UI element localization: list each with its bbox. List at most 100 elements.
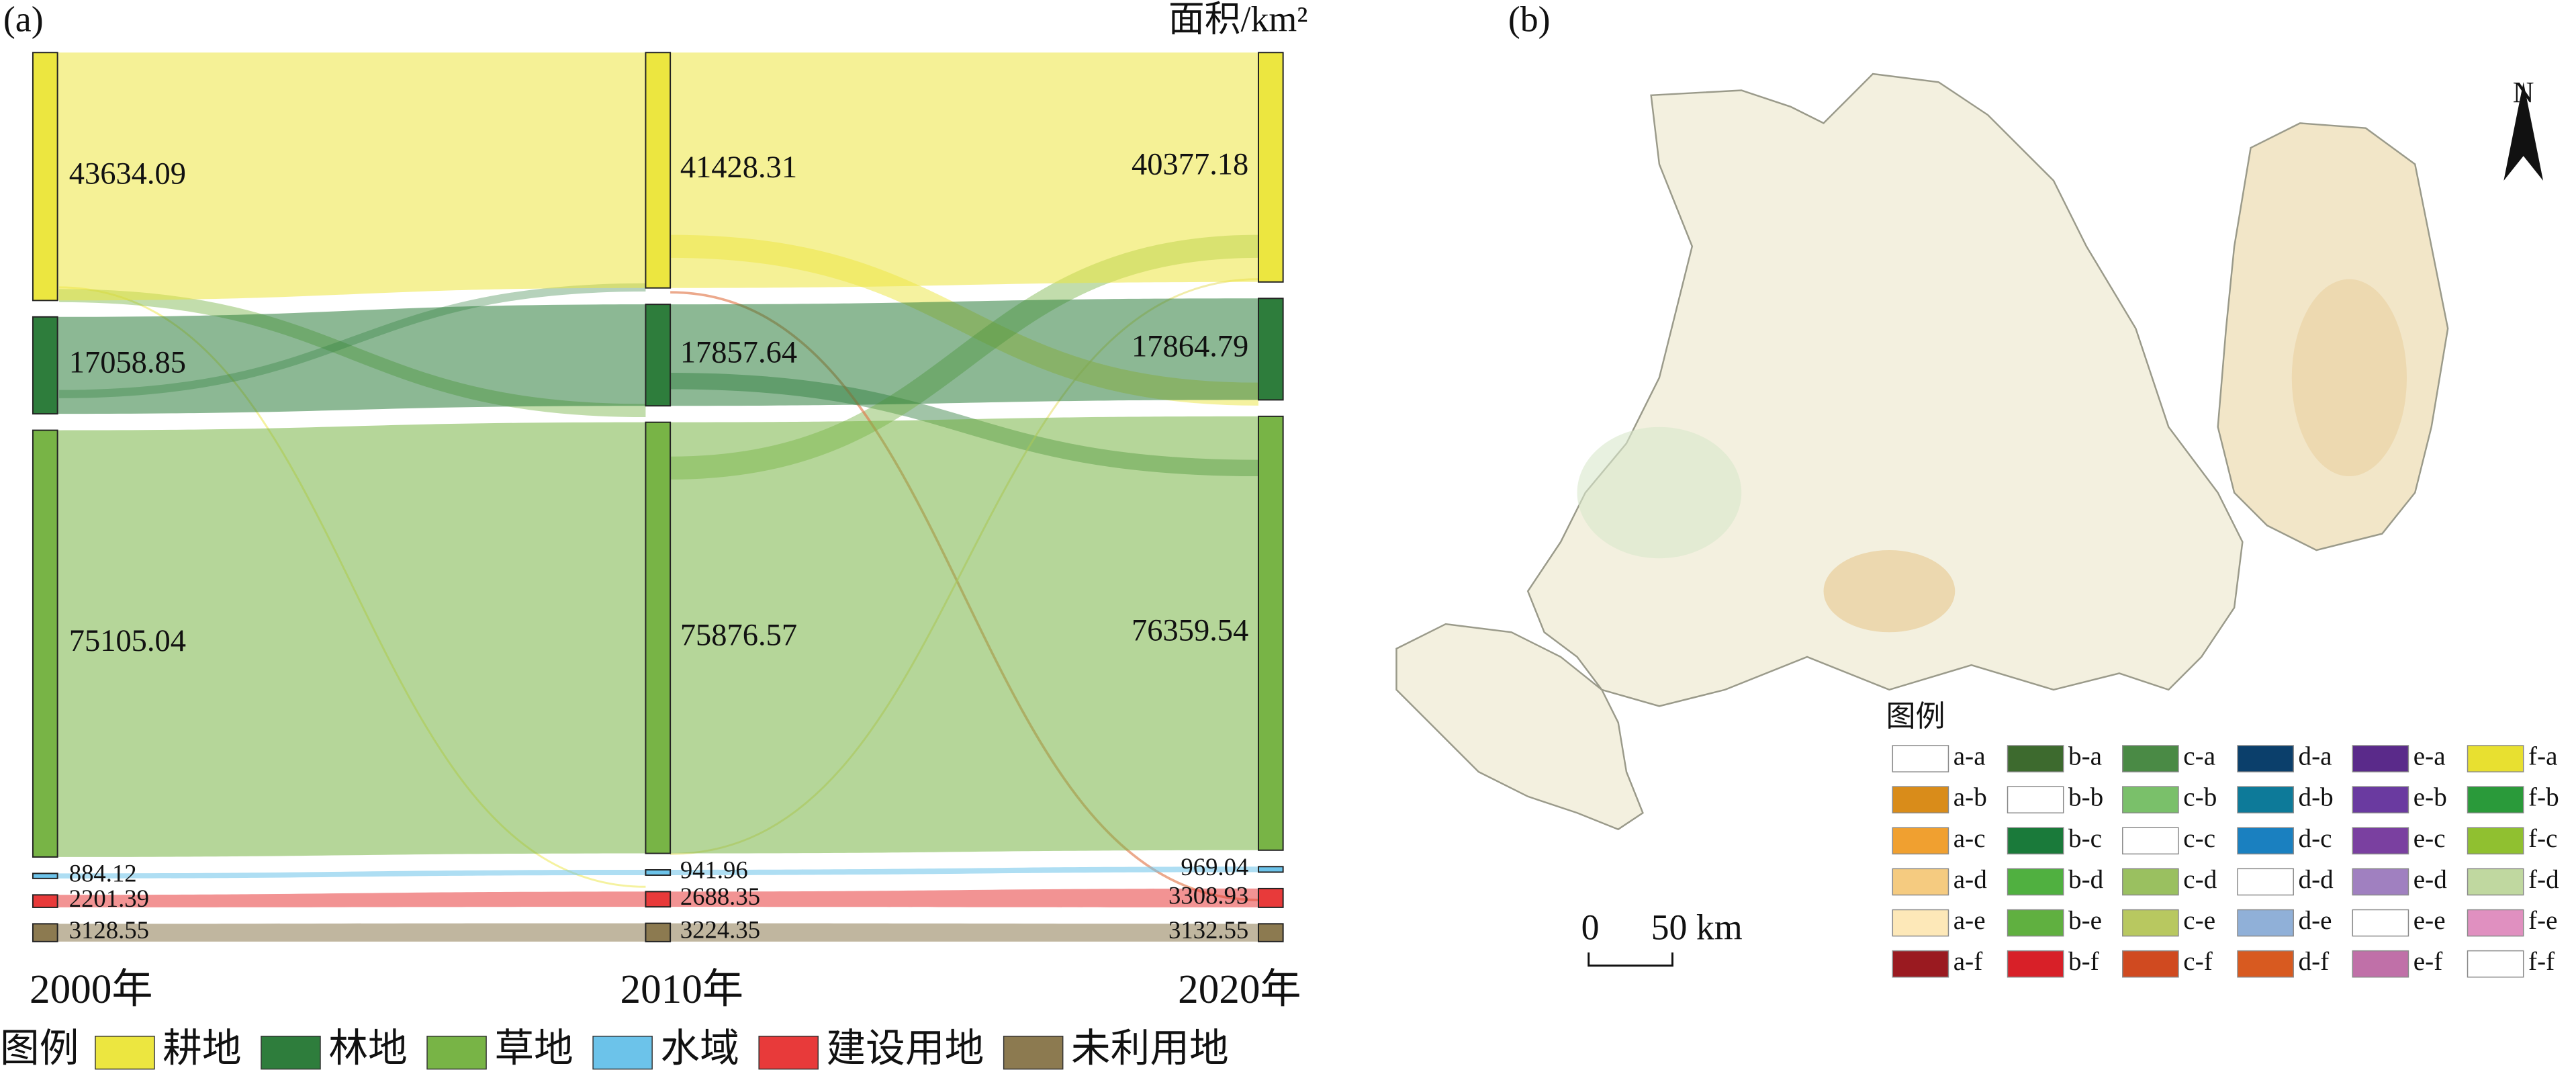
legend-swatch (2237, 786, 2294, 813)
legend-label: 建设用地 (826, 1027, 984, 1071)
column-label: 2020年 (1178, 967, 1301, 1012)
value-label: 17864.79 (1132, 329, 1248, 363)
map-region (1395, 623, 1644, 831)
legend-label: e-a (2413, 742, 2446, 771)
legend-swatch (2122, 786, 2179, 813)
legend-label: f-a (2528, 742, 2557, 771)
map-texture (2291, 279, 2407, 477)
legend-swatch (2007, 745, 2064, 772)
legend-swatch (1892, 745, 1949, 772)
legend-swatch (426, 1036, 487, 1070)
node (32, 894, 58, 908)
legend-label: c-e (2183, 906, 2215, 935)
legend-label: 草地 (494, 1027, 573, 1071)
legend-label: e-c (2413, 824, 2446, 853)
legend-label: b-c (2068, 824, 2102, 853)
node (645, 421, 672, 854)
node (645, 304, 672, 407)
legend-swatch (2467, 868, 2524, 896)
legend-swatch (2352, 950, 2409, 978)
legend-swatch (95, 1036, 155, 1070)
legend-label: a-c (1953, 824, 1986, 853)
node (32, 429, 58, 858)
flow-band (670, 416, 1258, 854)
node (645, 922, 672, 942)
value-label: 969.04 (1181, 853, 1248, 881)
node (645, 891, 672, 908)
legend-swatch (2007, 786, 2064, 813)
value-label: 2688.35 (680, 883, 760, 910)
legend-label: 水域 (660, 1027, 739, 1071)
node (645, 869, 672, 876)
legend-swatch (2007, 950, 2064, 978)
legend-label: 未利用地 (1071, 1027, 1229, 1071)
legend-swatch (2122, 868, 2179, 896)
legend-label: a-d (1953, 865, 1987, 894)
sankey-panel: (a) 面积/km² 43634.09 41428.31 40377.18 17058… (0, 0, 1307, 1071)
legend-label: b-f (2068, 947, 2100, 976)
legend-swatch (2467, 827, 2524, 855)
value-label: 3224.35 (680, 916, 760, 944)
flow-band (57, 891, 646, 907)
value-label: 17857.64 (680, 335, 797, 369)
legend-label: 林地 (328, 1027, 407, 1071)
value-label: 43634.09 (69, 156, 186, 191)
legend-title: 图例 (0, 1027, 79, 1071)
value-label: 75876.57 (680, 618, 797, 652)
legend-swatch (2237, 745, 2294, 772)
legend-swatch (2122, 950, 2179, 978)
legend-label: d-b (2299, 783, 2334, 812)
legend-label: a-e (1953, 906, 1986, 935)
value-label: 941.96 (680, 856, 748, 883)
legend-swatch (2237, 909, 2294, 937)
node (645, 52, 672, 289)
panel-label: (b) (1508, 0, 1551, 40)
legend-label: d-e (2299, 906, 2332, 935)
node (32, 923, 58, 942)
legend-label: a-b (1953, 783, 1987, 812)
map-texture (1577, 427, 1742, 559)
legend-swatch (2352, 786, 2409, 813)
node (1257, 298, 1284, 401)
node (1257, 52, 1284, 283)
legend-label: a-a (1953, 742, 1986, 771)
scale-bar (1588, 952, 1673, 967)
legend-label: f-e (2528, 906, 2557, 935)
scale-label: 0 (1581, 907, 1600, 948)
legend-label: d-d (2299, 865, 2334, 894)
unit-label: 面积/km² (1168, 0, 1307, 40)
legend-swatch (1892, 909, 1949, 937)
legend-label: a-f (1953, 947, 1983, 976)
value-label: 17058.85 (69, 346, 186, 380)
value-label: 2201.39 (69, 885, 149, 912)
legend-label: e-b (2413, 783, 2447, 812)
legend-swatch (2237, 868, 2294, 896)
flow-band (670, 923, 1258, 942)
legend-label: f-d (2528, 865, 2559, 894)
legend-swatch (1892, 827, 1949, 855)
legend-label: b-a (2068, 742, 2102, 771)
value-label: 884.12 (69, 860, 137, 887)
legend-swatch (1892, 786, 1949, 813)
flow-band (57, 923, 646, 942)
legend-swatch (2352, 909, 2409, 937)
legend-label: e-f (2413, 947, 2443, 976)
value-label: 3128.55 (69, 916, 149, 944)
value-label: 3132.55 (1168, 916, 1248, 944)
column-label: 2000年 (30, 967, 152, 1012)
legend-swatch (758, 1036, 819, 1070)
flows (57, 52, 1258, 942)
legend-label: 耕地 (163, 1027, 241, 1071)
legend-swatch (2007, 909, 2064, 937)
legend-swatch (261, 1036, 321, 1070)
flow-band (670, 866, 1258, 875)
legend-label: c-c (2183, 824, 2215, 853)
node (32, 316, 58, 415)
flow-band (57, 870, 646, 879)
legend-label: c-b (2183, 783, 2217, 812)
legend-swatch (2007, 868, 2064, 896)
flow-band (57, 422, 646, 857)
node (32, 52, 58, 302)
